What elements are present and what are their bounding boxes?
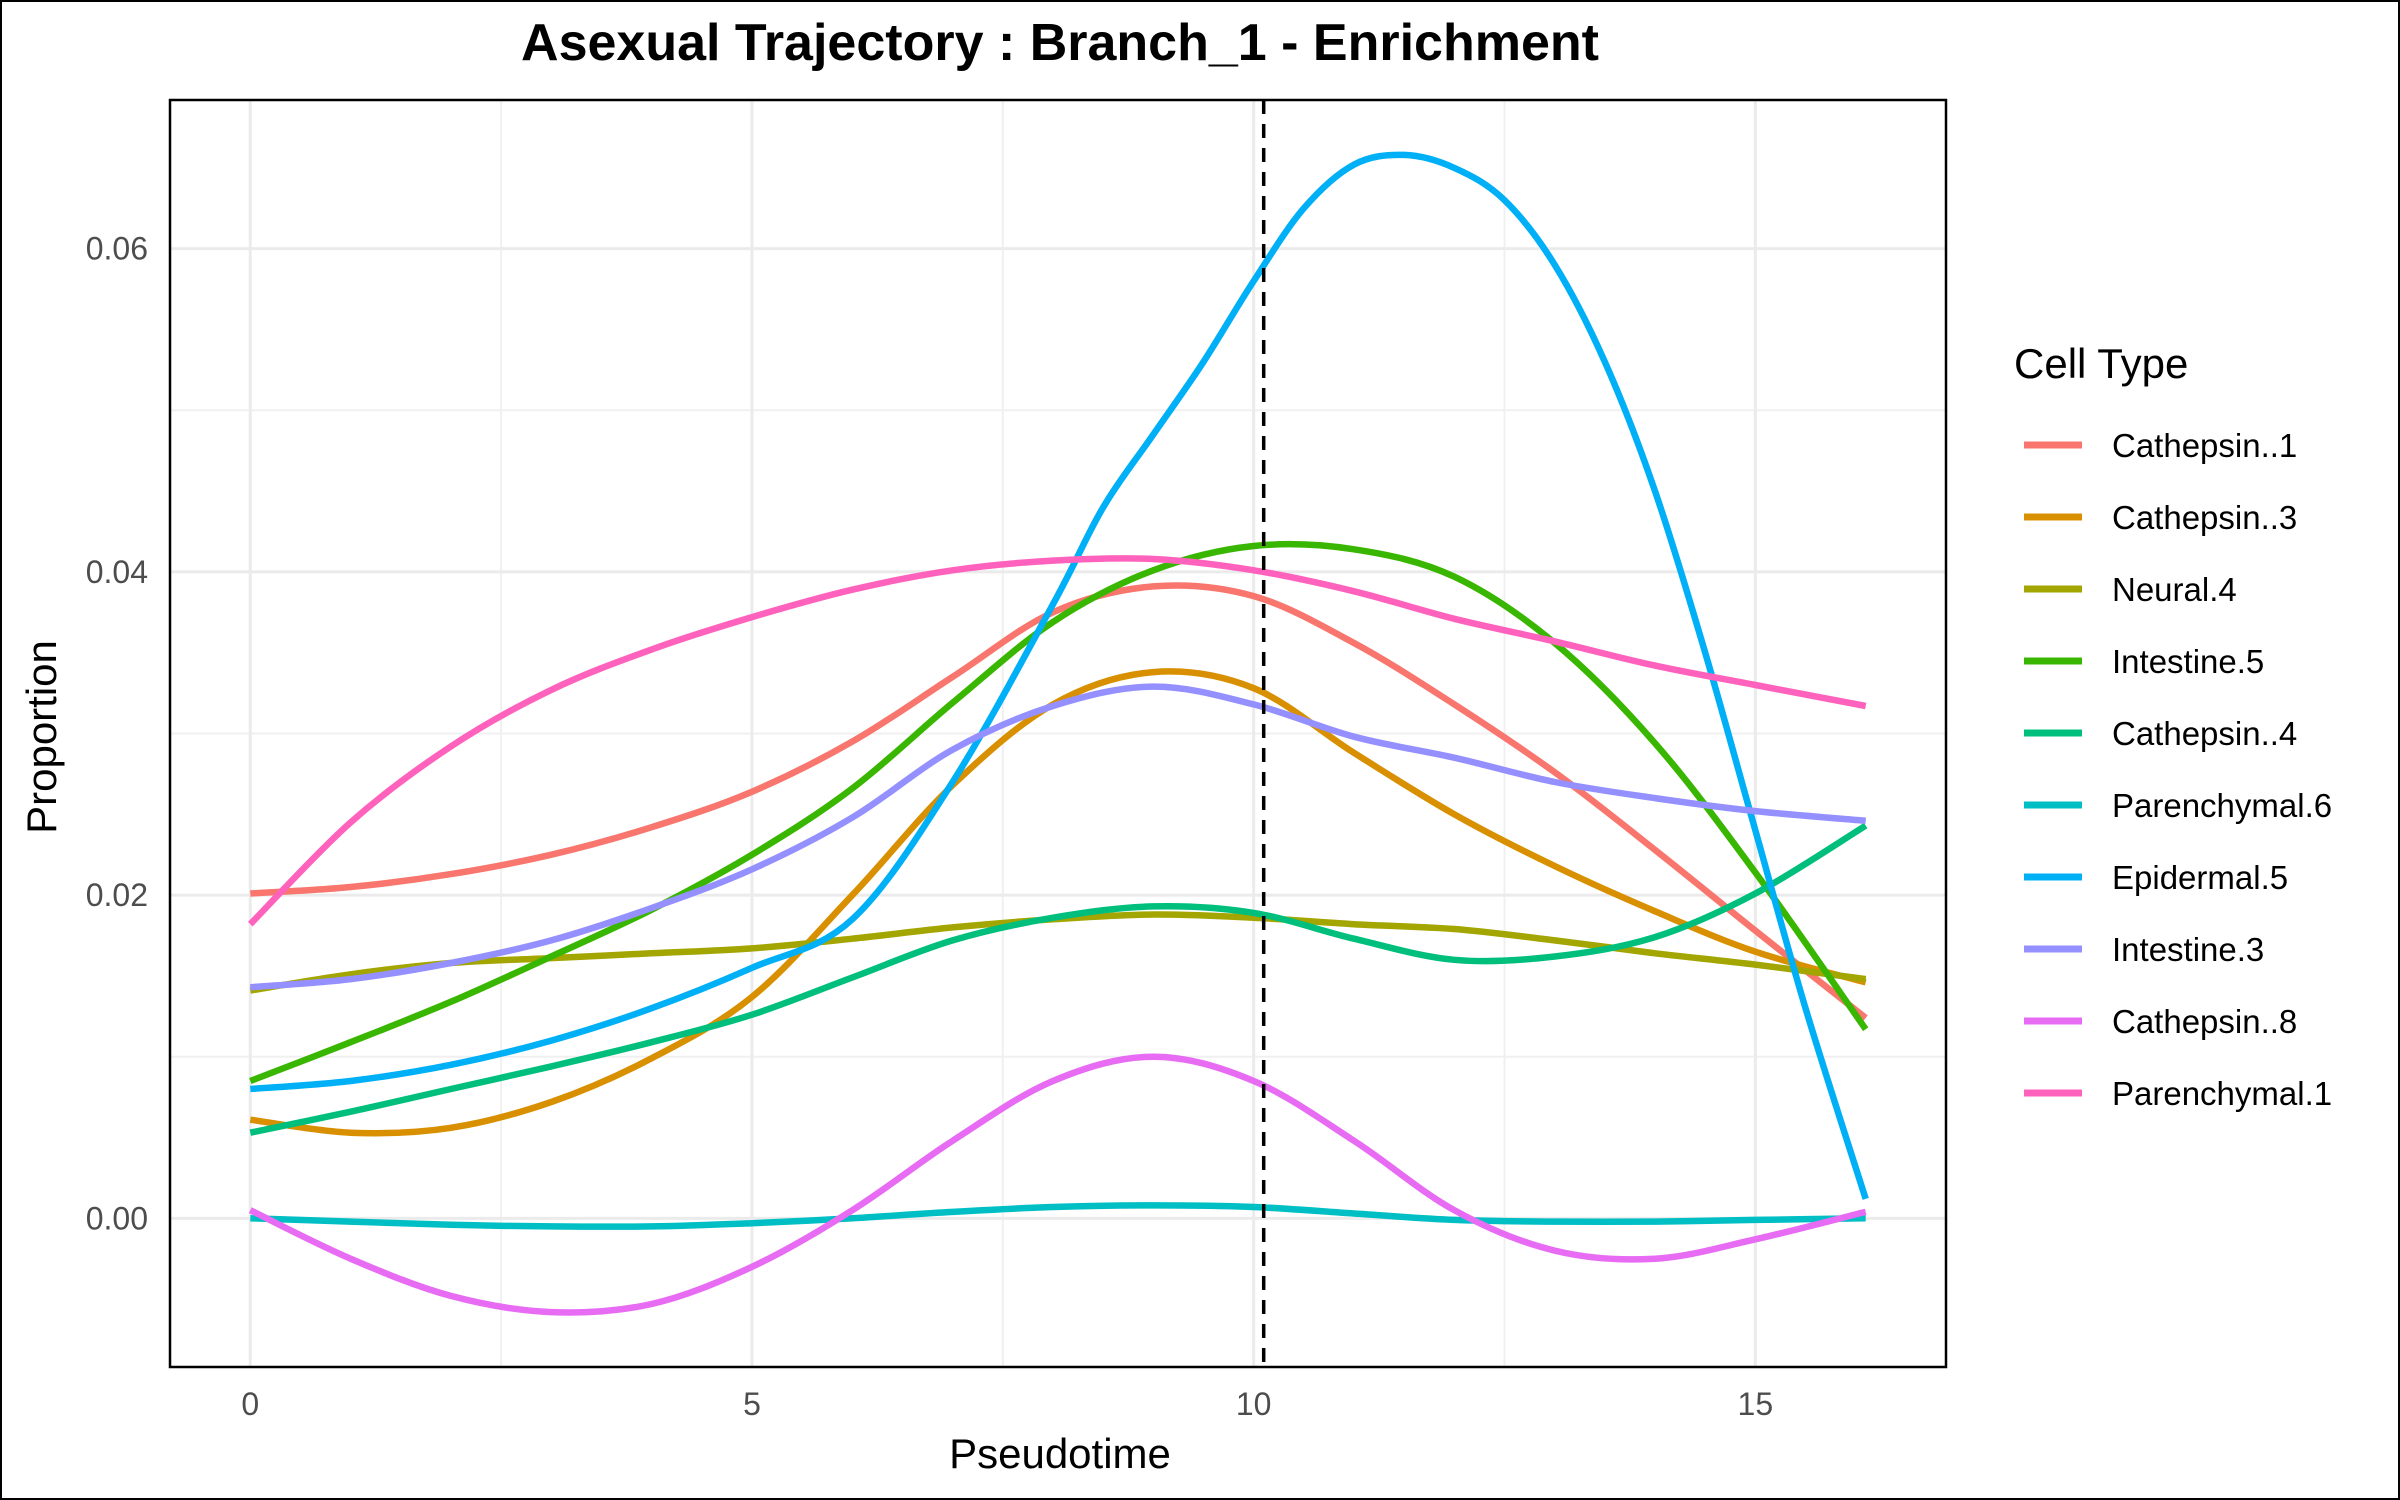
legend-title: Cell Type bbox=[2014, 340, 2188, 387]
series-line-epidermal-5 bbox=[250, 151, 1869, 1200]
legend-label: Cathepsin..8 bbox=[2112, 1003, 2297, 1040]
legend-item: Intestine.3 bbox=[2024, 931, 2264, 968]
series-line-cathepsin-1 bbox=[250, 582, 1868, 1021]
series-lines bbox=[247, 151, 1869, 1316]
legend-item: Neural.4 bbox=[2024, 571, 2237, 608]
x-axis-title: Pseudotime bbox=[949, 1430, 1171, 1477]
y-axis-title: Proportion bbox=[18, 640, 65, 834]
x-tick-label: 0 bbox=[241, 1386, 259, 1422]
y-tick-label: 0.04 bbox=[86, 554, 148, 590]
y-axis-ticks: 0.00 0.02 0.04 0.06 bbox=[86, 231, 148, 1237]
x-tick-label: 15 bbox=[1738, 1386, 1774, 1422]
series-line-intestine-5 bbox=[249, 540, 1869, 1085]
legend-label: Cathepsin..1 bbox=[2112, 427, 2297, 464]
legend-label: Cathepsin..4 bbox=[2112, 715, 2297, 752]
legend-label: Intestine.3 bbox=[2112, 931, 2264, 968]
legend-item: Cathepsin..3 bbox=[2024, 499, 2297, 536]
legend-label: Intestine.5 bbox=[2112, 643, 2264, 680]
legend-items: Cathepsin..1 Cathepsin..3 Neural.4 Intestin… bbox=[2024, 427, 2332, 1112]
series-line-intestine-3 bbox=[250, 683, 1866, 991]
legend-label: Parenchymal.1 bbox=[2112, 1075, 2332, 1112]
y-tick-label: 0.06 bbox=[86, 231, 148, 267]
series-line-cathepsin-3 bbox=[249, 668, 1867, 1137]
legend-label: Cathepsin..3 bbox=[2112, 499, 2297, 536]
grid-minor-lines bbox=[170, 100, 1946, 1367]
legend-item: Cathepsin..8 bbox=[2024, 1003, 2297, 1040]
x-tick-label: 5 bbox=[743, 1386, 761, 1422]
legend-item: Parenchymal.1 bbox=[2024, 1075, 2332, 1112]
series-line-cathepsin-8 bbox=[248, 1053, 1867, 1316]
y-tick-label: 0.00 bbox=[86, 1200, 148, 1236]
x-axis-ticks: 0 5 10 15 bbox=[241, 1386, 1773, 1422]
plot-panel-border bbox=[168, 98, 1948, 1369]
legend-label: Neural.4 bbox=[2112, 571, 2237, 608]
series-line-cathepsin-4 bbox=[249, 822, 1868, 1136]
y-tick-label: 0.02 bbox=[86, 877, 148, 913]
legend-label: Parenchymal.6 bbox=[2112, 787, 2332, 824]
series-line-parenchymal-1 bbox=[247, 554, 1867, 927]
x-tick-label: 10 bbox=[1236, 1386, 1272, 1422]
legend-item: Epidermal.5 bbox=[2024, 859, 2288, 896]
series-line-parenchymal-6 bbox=[250, 1202, 1866, 1230]
chart-title: Asexual Trajectory : Branch_1 - Enrichme… bbox=[521, 14, 1599, 72]
legend-item: Intestine.5 bbox=[2024, 643, 2264, 680]
legend-item: Parenchymal.6 bbox=[2024, 787, 2332, 824]
legend-label: Epidermal.5 bbox=[2112, 859, 2288, 896]
legend: Cell Type Cathepsin..1 Cathepsin..3 Neural… bbox=[2014, 340, 2332, 1112]
legend-item: Cathepsin..4 bbox=[2024, 715, 2297, 752]
grid-major-lines bbox=[170, 100, 1946, 1367]
legend-item: Cathepsin..1 bbox=[2024, 427, 2297, 464]
